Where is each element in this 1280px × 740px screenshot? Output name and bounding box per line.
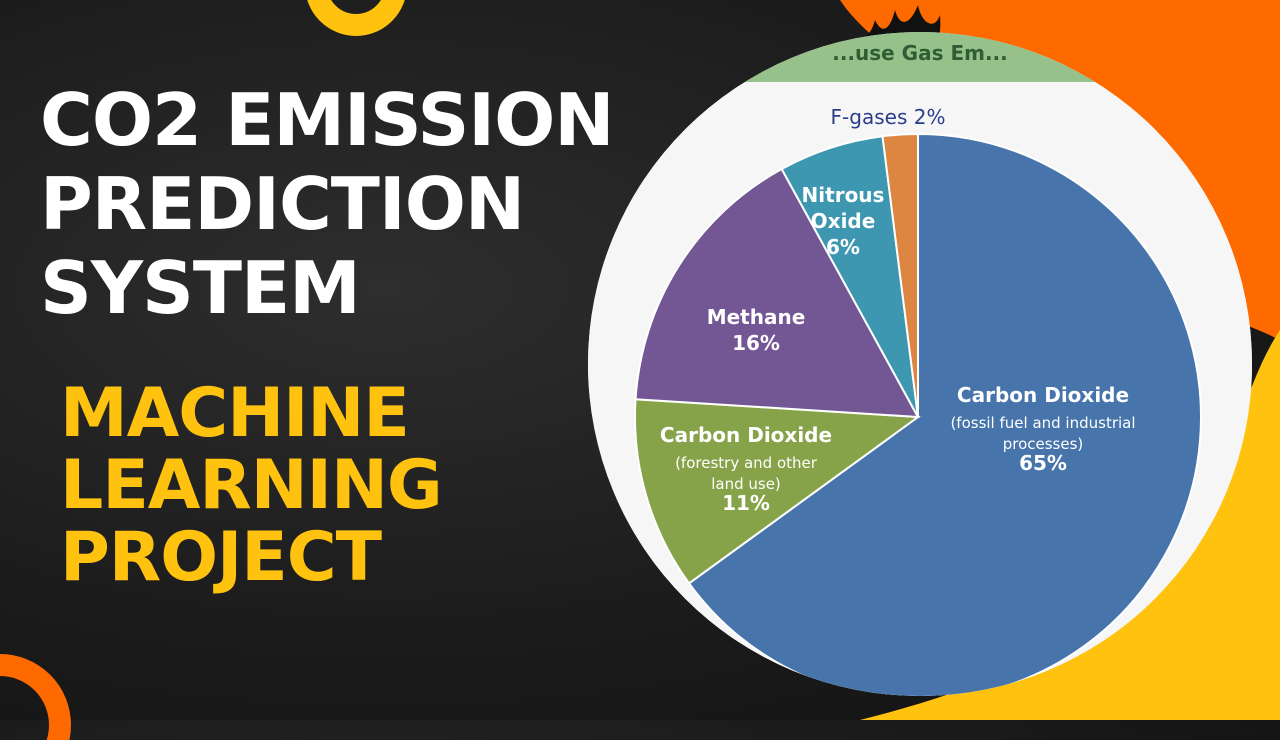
subtitle-line-3: PROJECT	[60, 518, 382, 597]
page-subtitle: MACHINE LEARNING PROJECT	[60, 374, 443, 597]
slice-label-value-1: 11%	[722, 491, 770, 515]
pie-slice-4	[881, 132, 919, 418]
slice-label-sub-0-1: processes)	[1003, 435, 1084, 453]
slice-label-sub-1-1: land use)	[711, 475, 781, 493]
slice-label-value-0: 65%	[1019, 451, 1067, 475]
title-line-1: CO2 EMISSION	[40, 78, 615, 162]
slice-label-value-3: 6%	[826, 235, 860, 259]
orange-ring-decoration	[0, 654, 71, 740]
title-line-3: SYSTEM	[40, 246, 361, 330]
slice-label-name-2-0: Methane	[707, 305, 806, 329]
slice-label-sub-0-0: (fossil fuel and industrial	[950, 414, 1135, 432]
page-title: CO2 EMISSION PREDICTION SYSTEM	[40, 78, 615, 330]
slice-label-sub-1-0: (forestry and other	[675, 454, 818, 472]
subtitle-line-1: MACHINE	[60, 374, 410, 453]
slice-label-name-0-0: Carbon Dioxide	[957, 383, 1129, 407]
slice-label-name-3-1: Oxide	[811, 209, 876, 233]
emissions-pie-chart: ...use Gas Em... Carbon Dioxide (fossil f…	[588, 32, 1252, 696]
chart-title: ...use Gas Em...	[832, 41, 1008, 65]
slice-label-value-2: 16%	[732, 331, 780, 355]
pie-slice-2	[634, 167, 920, 419]
slice-label-name-1-0: Carbon Dioxide	[660, 423, 832, 447]
yellow-ring-decoration	[307, 0, 405, 36]
subtitle-line-2: LEARNING	[60, 446, 443, 525]
slice-label-name-3-0: Nitrous	[802, 183, 885, 207]
slice-label-value-4: F-gases 2%	[831, 105, 946, 129]
title-line-2: PREDICTION	[40, 162, 525, 246]
yellow-corner-shape	[860, 330, 1280, 720]
pie-slice-1	[634, 398, 921, 585]
pie-slices	[634, 132, 1202, 696]
pie-labels: Carbon Dioxide (fossil fuel and industria…	[660, 105, 1136, 515]
